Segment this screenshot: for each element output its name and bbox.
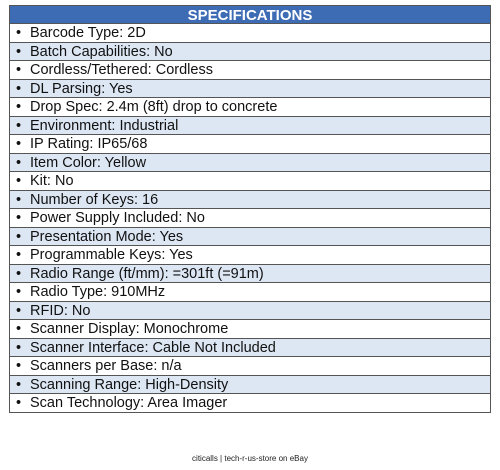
spec-row: Scan Technology: Area Imager [9,394,491,413]
spec-row: Power Supply Included: No [9,209,491,228]
spec-row: Radio Range (ft/mm): =301ft (=91m) [9,264,491,283]
spec-list: Barcode Type: 2DBatch Capabilities: NoCo… [9,24,491,413]
spec-row: Cordless/Tethered: Cordless [9,61,491,80]
spec-sheet: SPECIFICATIONS Barcode Type: 2DBatch Cap… [9,5,491,413]
spec-row: Barcode Type: 2D [9,24,491,43]
spec-row: Scanners per Base: n/a [9,357,491,376]
spec-row: RFID: No [9,301,491,320]
spec-row: Radio Type: 910MHz [9,283,491,302]
spec-row: Scanner Display: Monochrome [9,320,491,339]
header-title: SPECIFICATIONS [9,5,491,24]
spec-row: Item Color: Yellow [9,153,491,172]
spec-row: Programmable Keys: Yes [9,246,491,265]
spec-row: DL Parsing: Yes [9,79,491,98]
spec-row: Number of Keys: 16 [9,190,491,209]
spec-row: IP Rating: IP65/68 [9,135,491,154]
spec-row: Environment: Industrial [9,116,491,135]
spec-row: Kit: No [9,172,491,191]
footer: citicalls | tech-r-us-store on eBay [192,454,308,463]
spec-row: Scanner Interface: Cable Not Included [9,338,491,357]
spec-row: Scanning Range: High-Density [9,375,491,394]
spec-row: Presentation Mode: Yes [9,227,491,246]
spec-row: Drop Spec: 2.4m (8ft) drop to concrete [9,98,491,117]
spec-row: Batch Capabilities: No [9,42,491,61]
